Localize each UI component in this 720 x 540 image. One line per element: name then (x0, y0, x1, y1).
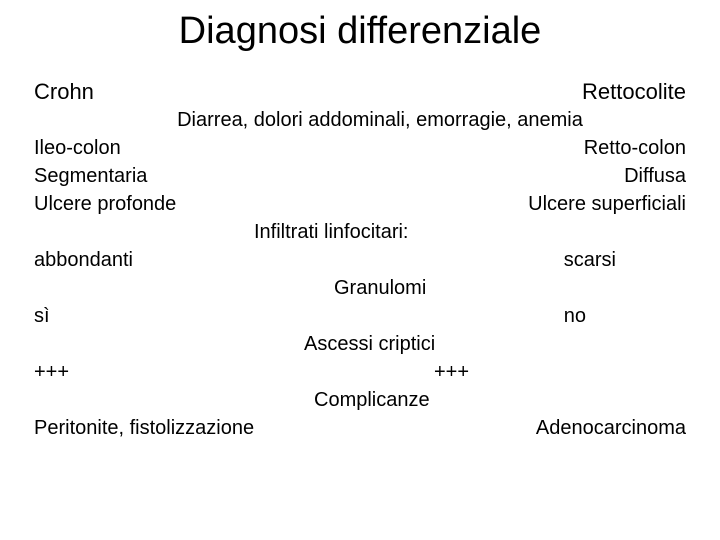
row-pattern: Segmentaria Diffusa (34, 162, 686, 190)
header-left: Crohn (34, 78, 94, 106)
comparison-block: Crohn Rettocolite Diarrea, dolori addomi… (34, 78, 686, 442)
infiltrati-left: abbondanti (34, 246, 133, 274)
section-complicanze: Complicanze (34, 386, 686, 414)
header-right: Rettocolite (582, 78, 686, 106)
section-infiltrati-label: Infiltrati linfocitari: (254, 218, 409, 246)
section-complicanze-label: Complicanze (314, 386, 430, 414)
slide-title: Diagnosi differenziale (0, 10, 720, 53)
ascessi-left: +++ (34, 358, 69, 386)
slide: Diagnosi differenziale Crohn Rettocolite… (0, 0, 720, 540)
granulomi-left: sì (34, 302, 50, 330)
shared-symptoms-row: Diarrea, dolori addominali, emorragie, a… (34, 106, 686, 134)
row-site: Ileo-colon Retto-colon (34, 134, 686, 162)
site-right: Retto-colon (584, 134, 686, 162)
ulcers-left: Ulcere profonde (34, 190, 176, 218)
pattern-right: Diffusa (624, 162, 686, 190)
row-ascessi: +++ +++ (34, 358, 686, 386)
section-ascessi: Ascessi criptici (34, 330, 686, 358)
complicanze-right: Adenocarcinoma (536, 414, 686, 442)
shared-symptoms: Diarrea, dolori addominali, emorragie, a… (74, 106, 686, 134)
section-ascessi-label: Ascessi criptici (304, 330, 435, 358)
ascessi-right: +++ (434, 358, 469, 386)
section-infiltrati: Infiltrati linfocitari: (34, 218, 686, 246)
granulomi-right: no (564, 302, 586, 330)
row-complicanze: Peritonite, fistolizzazione Adenocarcino… (34, 414, 686, 442)
header-row: Crohn Rettocolite (34, 78, 686, 106)
row-ulcers: Ulcere profonde Ulcere superficiali (34, 190, 686, 218)
pattern-left: Segmentaria (34, 162, 147, 190)
complicanze-left: Peritonite, fistolizzazione (34, 414, 254, 442)
infiltrati-right: scarsi (564, 246, 616, 274)
row-infiltrati: abbondanti scarsi (34, 246, 686, 274)
ulcers-right: Ulcere superficiali (528, 190, 686, 218)
site-left: Ileo-colon (34, 134, 121, 162)
row-granulomi: sì no (34, 302, 686, 330)
section-granulomi-label: Granulomi (334, 274, 426, 302)
section-granulomi: Granulomi (34, 274, 686, 302)
